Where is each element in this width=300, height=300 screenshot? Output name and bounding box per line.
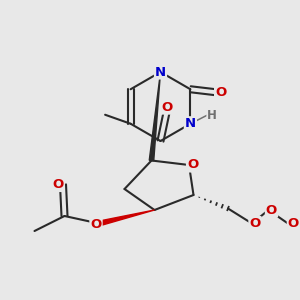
Text: N: N bbox=[155, 65, 166, 79]
Text: O: O bbox=[161, 100, 172, 114]
Text: H: H bbox=[207, 109, 217, 122]
Text: O: O bbox=[215, 86, 226, 99]
Text: O: O bbox=[266, 203, 277, 217]
Text: O: O bbox=[90, 218, 102, 231]
Text: N: N bbox=[185, 117, 196, 130]
Text: O: O bbox=[187, 158, 198, 172]
Polygon shape bbox=[98, 210, 154, 226]
Polygon shape bbox=[149, 72, 161, 161]
Text: O: O bbox=[288, 217, 299, 230]
Text: O: O bbox=[249, 217, 261, 230]
Text: O: O bbox=[52, 178, 63, 191]
